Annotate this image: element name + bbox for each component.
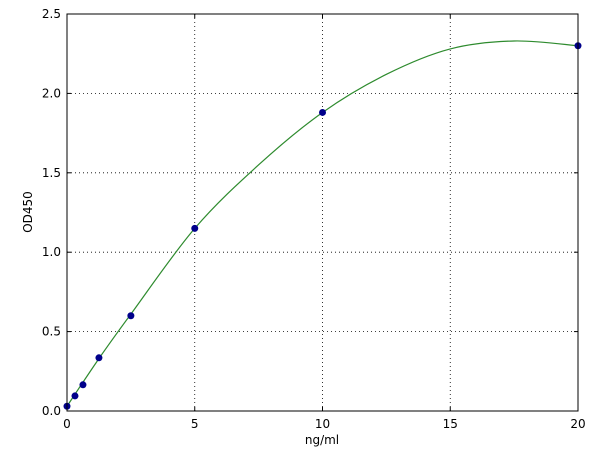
y-tick-label: 0.5: [42, 325, 61, 339]
y-tick-label: 2.0: [42, 86, 61, 100]
plot-frame: [66, 13, 579, 412]
data-point: [127, 312, 135, 320]
data-point: [71, 392, 79, 400]
ticks: 0 5 10 15 20 0.0 0.5 1.0 1.5 2.0 2.5: [42, 7, 586, 431]
x-tick-label: 20: [570, 417, 585, 431]
x-tick-label: 10: [315, 417, 330, 431]
y-axis-label: OD450: [21, 191, 35, 233]
fit-curve: [66, 40, 579, 407]
data-point: [79, 381, 87, 389]
x-tick-label: 15: [443, 417, 458, 431]
y-tick-label: 2.5: [42, 7, 61, 21]
data-point: [191, 224, 199, 232]
marks: [63, 40, 582, 410]
x-axis-label: ng/ml: [305, 433, 339, 447]
y-tick-label: 1.0: [42, 245, 61, 259]
x-tick-label: 0: [63, 417, 71, 431]
y-tick-label: 0.0: [42, 404, 61, 418]
grid: [66, 13, 579, 412]
x-tick-label: 5: [191, 417, 199, 431]
y-tick-label: 1.5: [42, 166, 61, 180]
data-point: [319, 108, 326, 116]
data-point: [95, 354, 103, 362]
